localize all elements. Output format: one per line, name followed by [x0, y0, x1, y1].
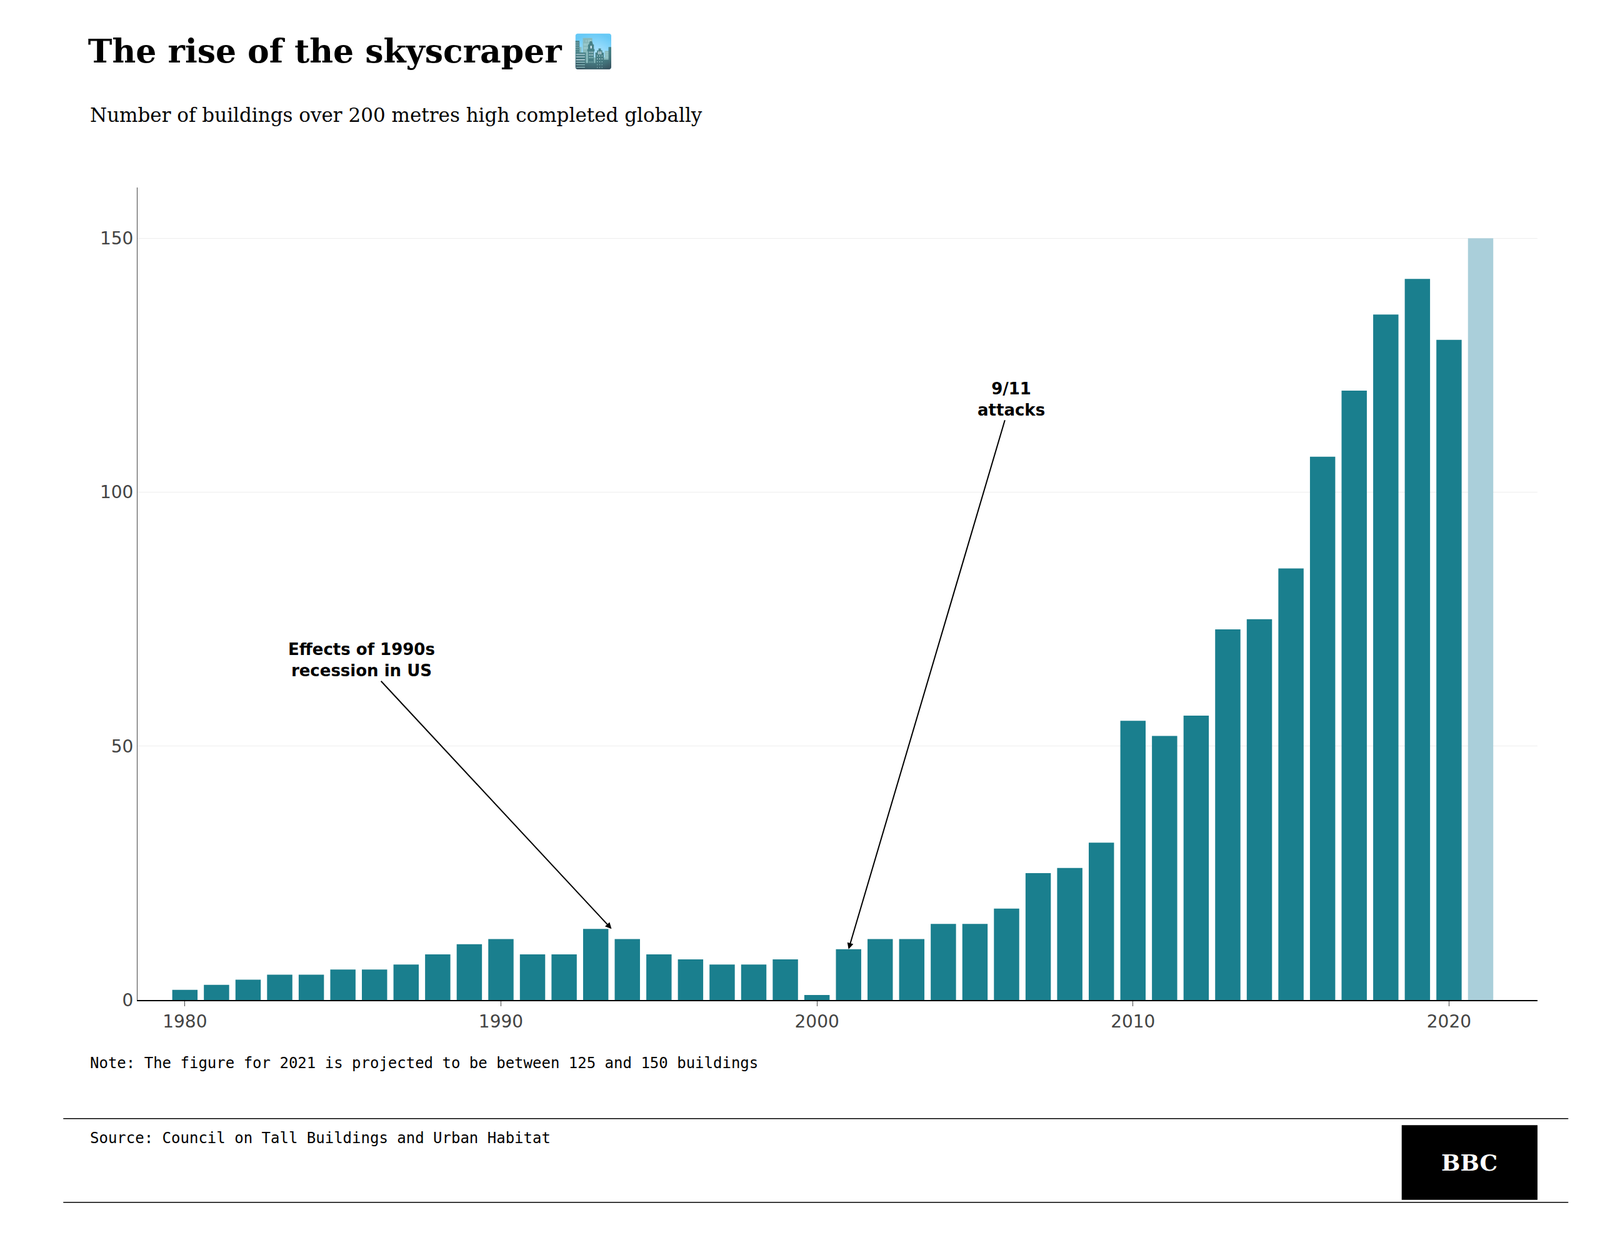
svg-text:0: 0 [122, 990, 134, 1011]
svg-text:50: 50 [111, 736, 134, 757]
svg-text:1980: 1980 [162, 1011, 207, 1032]
svg-text:BBC: BBC [1441, 1149, 1498, 1176]
svg-text:2010: 2010 [1110, 1011, 1155, 1032]
svg-text:2020: 2020 [1426, 1011, 1472, 1032]
svg-text:Number of buildings over 200 m: Number of buildings over 200 metres high… [90, 103, 703, 127]
svg-text:Note: The figure for 2021 is p: Note: The figure for 2021 is projected t… [90, 1054, 759, 1072]
svg-text:Effects of 1990srecession in U: Effects of 1990srecession in US [288, 640, 435, 680]
svg-text:The rise of the skyscraper 🏙️: The rise of the skyscraper 🏙️ [88, 31, 614, 70]
svg-text:150: 150 [100, 228, 134, 249]
svg-text:9/11attacks: 9/11attacks [977, 379, 1045, 420]
svg-text:1990: 1990 [478, 1011, 524, 1032]
svg-text:Source: Council on Tall Buildi: Source: Council on Tall Buildings and Ur… [90, 1129, 551, 1147]
svg-text:100: 100 [100, 481, 134, 503]
svg-text:2000: 2000 [794, 1011, 839, 1032]
